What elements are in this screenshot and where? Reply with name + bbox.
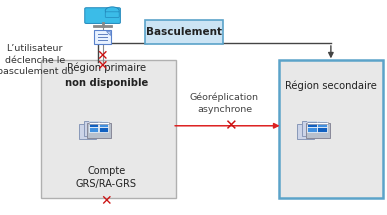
FancyBboxPatch shape bbox=[297, 124, 314, 139]
FancyBboxPatch shape bbox=[85, 8, 120, 23]
FancyBboxPatch shape bbox=[99, 127, 108, 132]
FancyBboxPatch shape bbox=[89, 127, 98, 132]
Text: ✕: ✕ bbox=[97, 58, 108, 73]
FancyBboxPatch shape bbox=[87, 123, 111, 138]
FancyBboxPatch shape bbox=[89, 122, 109, 124]
FancyBboxPatch shape bbox=[307, 121, 317, 127]
FancyBboxPatch shape bbox=[94, 30, 111, 44]
Text: L’utilisateur
déclenche le
basculement du: L’utilisateur déclenche le basculement d… bbox=[0, 44, 73, 77]
FancyBboxPatch shape bbox=[317, 127, 327, 132]
FancyBboxPatch shape bbox=[105, 12, 119, 17]
FancyBboxPatch shape bbox=[145, 20, 223, 44]
Text: ✕: ✕ bbox=[97, 49, 108, 63]
Text: ✕: ✕ bbox=[101, 194, 112, 208]
FancyBboxPatch shape bbox=[307, 127, 317, 132]
Text: Basculement: Basculement bbox=[146, 27, 222, 37]
FancyBboxPatch shape bbox=[307, 122, 328, 124]
FancyBboxPatch shape bbox=[317, 121, 327, 127]
FancyBboxPatch shape bbox=[99, 121, 108, 127]
Text: Région primaire: Région primaire bbox=[67, 63, 146, 73]
FancyBboxPatch shape bbox=[84, 121, 101, 136]
FancyBboxPatch shape bbox=[41, 60, 176, 198]
Polygon shape bbox=[106, 31, 110, 35]
Text: Compte
GRS/RA-GRS: Compte GRS/RA-GRS bbox=[76, 166, 137, 189]
Text: ✕: ✕ bbox=[224, 118, 236, 133]
Text: Géoréplication
asynchrone: Géoréplication asynchrone bbox=[190, 92, 259, 114]
FancyBboxPatch shape bbox=[279, 60, 383, 198]
Text: non disponible: non disponible bbox=[65, 78, 148, 88]
FancyBboxPatch shape bbox=[306, 123, 330, 138]
Circle shape bbox=[105, 7, 119, 15]
Text: Région secondaire: Région secondaire bbox=[285, 81, 377, 91]
FancyBboxPatch shape bbox=[89, 121, 98, 127]
FancyBboxPatch shape bbox=[79, 124, 96, 139]
FancyBboxPatch shape bbox=[302, 121, 319, 136]
